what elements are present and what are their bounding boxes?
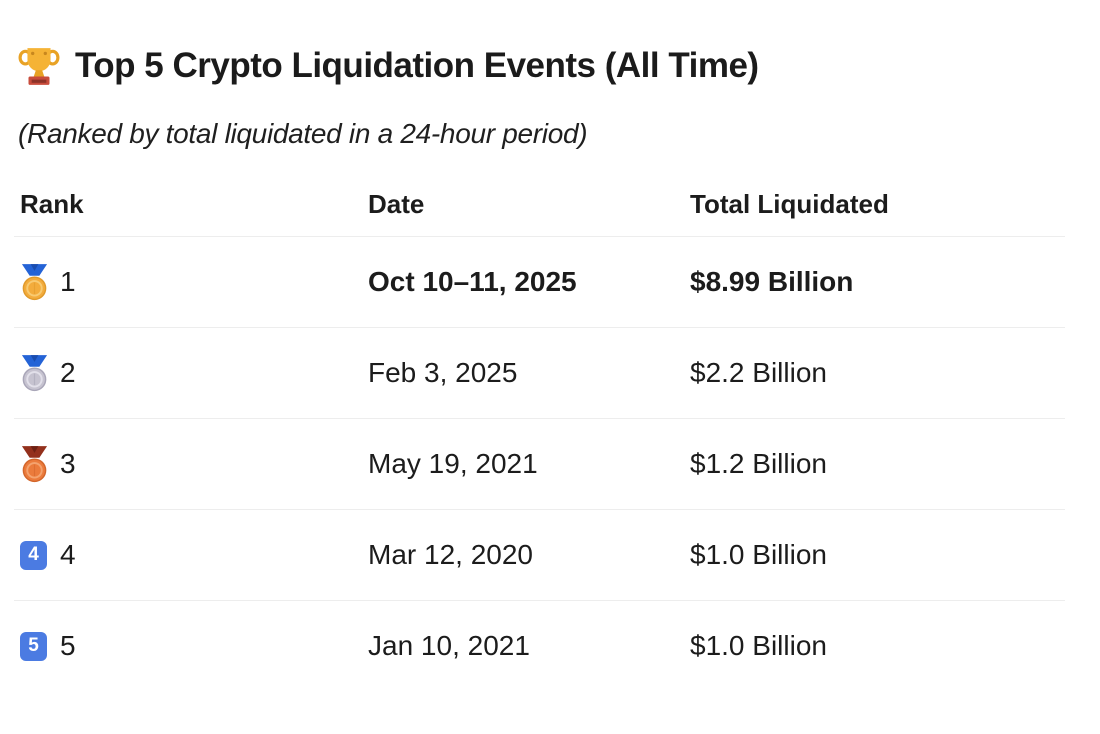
page-header: Top 5 Crypto Liquidation Events (All Tim…	[0, 40, 1100, 92]
total-cell: $1.0 Billion	[690, 539, 827, 570]
gold-medal-icon	[21, 263, 48, 300]
table-row: 1 Oct 10–11, 2025 $8.99 Billion	[14, 237, 1065, 328]
column-header-total: Total Liquidated	[690, 189, 889, 219]
column-header-date: Date	[368, 189, 425, 219]
silver-medal-icon	[21, 354, 48, 391]
total-cell: $8.99 Billion	[690, 266, 854, 297]
rank-number: 2	[60, 357, 76, 388]
keycap-5-icon: 5	[20, 631, 47, 661]
table-header-row: Rank Date Total Liquidated	[14, 189, 1065, 237]
rank-number: 3	[60, 448, 76, 479]
rank-cell: 1	[20, 263, 368, 302]
page-title: Top 5 Crypto Liquidation Events (All Tim…	[75, 46, 759, 85]
total-cell: $1.0 Billion	[690, 630, 827, 661]
page: Top 5 Crypto Liquidation Events (All Tim…	[0, 40, 1100, 691]
liquidation-table: Rank Date Total Liquidated 1 Oct 10–11, …	[14, 189, 1065, 691]
column-header-rank: Rank	[20, 189, 84, 219]
table-row: 5 5 Jan 10, 2021 $1.0 Billion	[14, 601, 1065, 691]
date-cell: Oct 10–11, 2025	[368, 266, 577, 297]
date-cell: May 19, 2021	[368, 448, 538, 479]
page-subtitle: (Ranked by total liquidated in a 24-hour…	[18, 118, 588, 149]
rank-cell: 3	[20, 445, 368, 484]
total-cell: $2.2 Billion	[690, 357, 827, 388]
rank-number: 1	[60, 266, 76, 297]
rank-cell: 2	[20, 354, 368, 393]
table-row: 4 4 Mar 12, 2020 $1.0 Billion	[14, 510, 1065, 601]
keycap-4-icon: 4	[20, 540, 47, 570]
date-cell: Jan 10, 2021	[368, 630, 530, 661]
trophy-icon	[18, 48, 60, 85]
rank-cell: 5 5	[20, 630, 368, 662]
rank-cell: 4 4	[20, 539, 368, 571]
total-cell: $1.2 Billion	[690, 448, 827, 479]
date-cell: Mar 12, 2020	[368, 539, 533, 570]
rank-number: 5	[60, 630, 76, 661]
table-row: 2 Feb 3, 2025 $2.2 Billion	[14, 328, 1065, 419]
date-cell: Feb 3, 2025	[368, 357, 518, 388]
bronze-medal-icon	[21, 445, 48, 482]
rank-number: 4	[60, 539, 76, 570]
table-row: 3 May 19, 2021 $1.2 Billion	[14, 419, 1065, 510]
